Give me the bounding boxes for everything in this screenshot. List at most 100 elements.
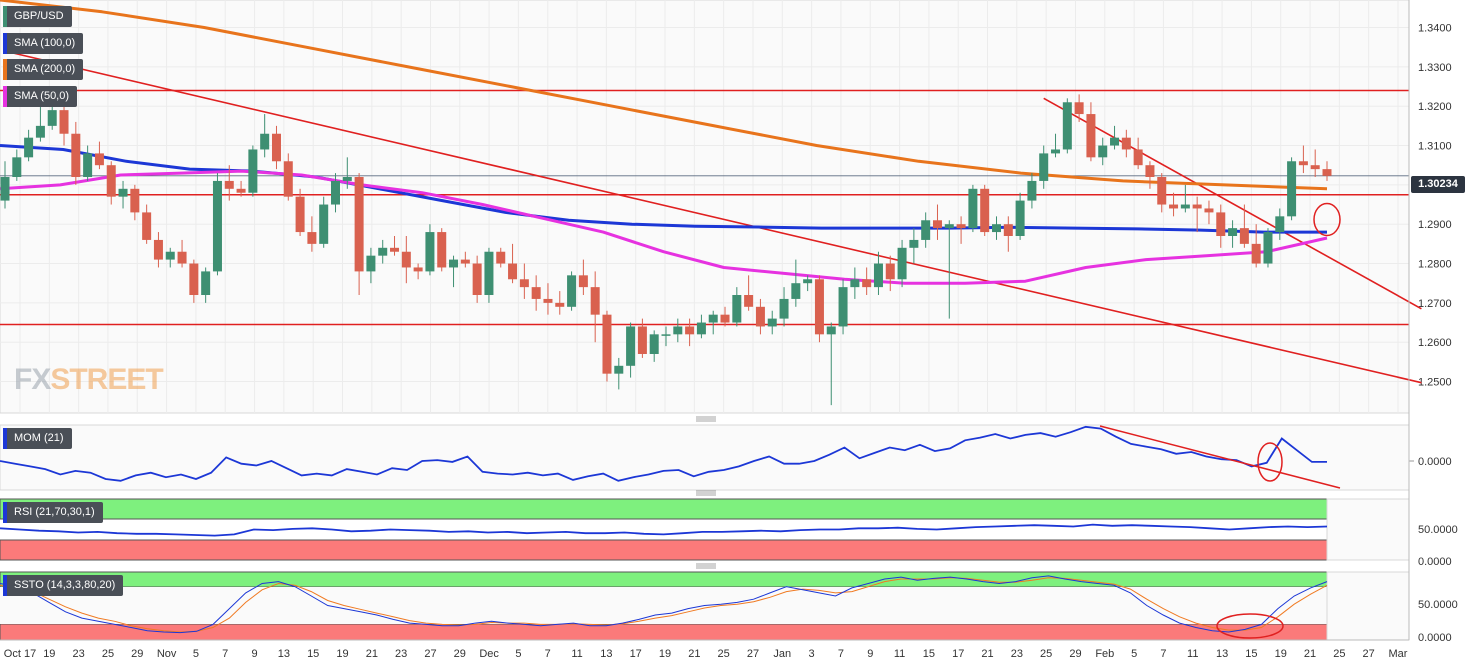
x-tick-label: Oct 17	[4, 648, 36, 660]
candle-body	[201, 271, 211, 295]
x-tick-label: 5	[1131, 648, 1137, 660]
mom-circle	[1257, 442, 1283, 482]
x-tick-label: 21	[981, 648, 993, 660]
candle-body	[260, 133, 270, 150]
candle-body	[1003, 224, 1013, 236]
candle-body	[1098, 145, 1108, 158]
mom-line	[0, 425, 1327, 482]
x-tick-label: 23	[395, 648, 407, 660]
legend-rsi[interactable]: RSI (21,70,30,1)	[3, 502, 103, 523]
x-tick-label: 11	[1187, 648, 1198, 660]
sma200-line	[0, 0, 1328, 191]
candle-body	[425, 232, 435, 272]
legend-symbol[interactable]: GBP/USD	[3, 6, 72, 27]
candle-body	[94, 153, 104, 166]
ssto-circle	[1216, 613, 1284, 639]
rsi-overbought-band	[0, 498, 1328, 520]
downtrend-line-short	[1043, 97, 1422, 310]
candle-body	[1015, 200, 1025, 236]
rsi-oversold-band	[0, 539, 1328, 561]
candle-body	[437, 232, 447, 268]
x-tick-label: 19	[43, 648, 55, 660]
candle-body	[862, 279, 872, 288]
candle-body	[1228, 228, 1238, 236]
candle-body	[118, 188, 128, 197]
candle-body	[449, 259, 459, 268]
ssto-k-line	[0, 575, 1328, 634]
x-tick-label: 11	[571, 648, 582, 660]
candle-body	[614, 365, 624, 374]
candle-body	[390, 247, 400, 252]
y-tick-label: 1.2800	[1418, 259, 1452, 271]
candle-body	[472, 263, 482, 295]
candle-body	[71, 133, 81, 177]
x-tick-label: 25	[1333, 648, 1345, 660]
x-tick-label: 19	[336, 648, 348, 660]
candle-body	[1074, 102, 1084, 115]
rsi-tick-label: 0.0000	[1418, 556, 1452, 568]
candle-body	[567, 275, 577, 307]
rsi-tick-label: 50.0000	[1418, 524, 1458, 536]
legend-ssto[interactable]: SSTO (14,3,3,80,20)	[3, 575, 124, 596]
y-tick-label: 1.2600	[1418, 337, 1452, 349]
candle-body	[850, 279, 860, 288]
y-tick-label: 1.3300	[1418, 62, 1452, 74]
candle-body	[47, 110, 57, 126]
candle-body	[1145, 165, 1155, 177]
legend-sma100[interactable]: SMA (100,0)	[3, 33, 84, 54]
candle-body	[1251, 243, 1261, 264]
x-tick-label: Feb	[1095, 648, 1114, 660]
candle-body	[1027, 180, 1037, 201]
mom-pane	[0, 424, 1410, 491]
legend-mom[interactable]: MOM (21)	[3, 428, 72, 449]
x-tick-label: 13	[1216, 648, 1228, 660]
x-tick-label: 17	[630, 648, 642, 660]
legend-sma50[interactable]: SMA (50,0)	[3, 86, 78, 107]
candle-body	[1157, 177, 1167, 205]
x-tick-label: 7	[222, 648, 228, 660]
candle-body	[307, 232, 317, 244]
y-tick-label: 1.2700	[1418, 298, 1452, 310]
x-tick-label: 15	[1245, 648, 1257, 660]
candle-body	[826, 326, 836, 335]
candle-body	[331, 180, 340, 205]
candle-body	[909, 239, 919, 248]
x-tick-label: 27	[424, 648, 436, 660]
y-tick-label: 1.3400	[1418, 23, 1452, 35]
candle-body	[767, 318, 777, 327]
candle-body	[1192, 204, 1202, 209]
candle-body	[508, 263, 518, 280]
candle-body	[838, 287, 848, 327]
legend-rsi-label: RSI (21,70,30,1)	[14, 506, 95, 518]
candle-body	[708, 314, 718, 323]
x-tick-label: Mar	[1389, 648, 1408, 660]
x-tick-label: 21	[366, 648, 378, 660]
candle-body	[873, 263, 883, 288]
candle-body	[744, 295, 754, 307]
legend-sma200[interactable]: SMA (200,0)	[3, 59, 84, 80]
candle-body	[1121, 137, 1131, 150]
x-tick-label: 23	[1011, 648, 1023, 660]
candle-body	[932, 220, 942, 229]
candle-body	[401, 251, 411, 268]
candle-body	[956, 224, 966, 229]
downtrend-line-long	[4, 50, 1422, 384]
x-tick-label: 27	[1363, 648, 1375, 660]
candle-body	[1310, 165, 1320, 170]
x-tick-label: 7	[838, 648, 844, 660]
x-tick-label: 25	[718, 648, 730, 660]
candle-body	[366, 255, 376, 272]
candle-body	[673, 326, 683, 335]
legend-symbol-label: GBP/USD	[14, 10, 64, 22]
candle-body	[165, 251, 175, 260]
candle-body	[189, 263, 199, 295]
candle-body	[248, 149, 258, 193]
candle-body	[1051, 149, 1061, 154]
fxstreet-watermark: FXSTREET	[14, 363, 164, 397]
candle-body	[992, 224, 1001, 233]
candle-body	[35, 125, 45, 138]
x-tick-label: 29	[131, 648, 143, 660]
x-tick-label: 13	[600, 648, 612, 660]
